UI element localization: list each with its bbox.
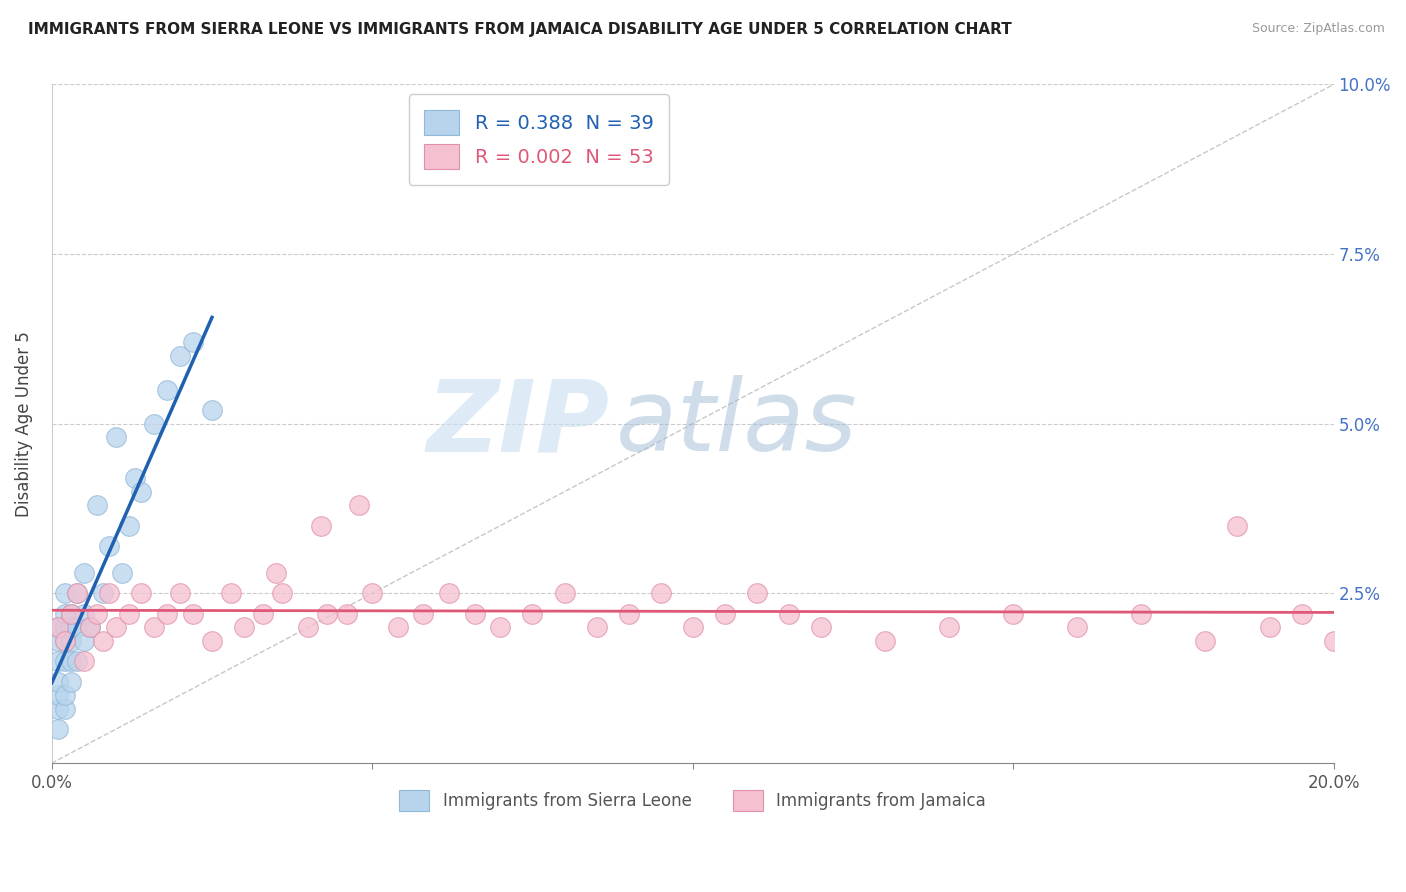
Point: [810, 620, 832, 634]
Text: ZIP: ZIP: [426, 376, 609, 472]
Point: [1066, 620, 1088, 634]
Point: [131, 586, 153, 600]
Point: [156, 383, 179, 397]
Point: [464, 607, 486, 621]
Point: [181, 607, 204, 621]
Point: [585, 620, 607, 634]
Point: [53, 634, 76, 648]
Point: [873, 634, 896, 648]
Point: [73, 607, 96, 621]
Point: [650, 586, 672, 600]
Point: [66, 586, 89, 600]
Point: [169, 586, 191, 600]
Point: [1130, 607, 1153, 621]
Point: [1258, 620, 1281, 634]
Text: atlas: atlas: [616, 376, 858, 472]
Point: [59, 674, 82, 689]
Point: [143, 620, 166, 634]
Point: [938, 620, 960, 634]
Point: [1194, 634, 1216, 648]
Point: [53, 586, 76, 600]
Point: [53, 607, 76, 621]
Point: [156, 607, 179, 621]
Point: [104, 620, 127, 634]
Point: [59, 607, 82, 621]
Point: [489, 620, 512, 634]
Point: [46, 620, 69, 634]
Point: [53, 634, 76, 648]
Y-axis label: Disability Age Under 5: Disability Age Under 5: [15, 331, 32, 516]
Point: [66, 620, 89, 634]
Point: [437, 586, 460, 600]
Point: [46, 654, 69, 668]
Point: [59, 607, 82, 621]
Point: [53, 688, 76, 702]
Point: [1002, 607, 1025, 621]
Point: [201, 634, 224, 648]
Point: [98, 586, 121, 600]
Point: [98, 539, 121, 553]
Point: [53, 620, 76, 634]
Point: [91, 634, 114, 648]
Point: [252, 607, 274, 621]
Point: [66, 654, 89, 668]
Point: [219, 586, 242, 600]
Point: [1291, 607, 1313, 621]
Point: [778, 607, 800, 621]
Point: [73, 634, 96, 648]
Point: [131, 484, 153, 499]
Point: [73, 654, 96, 668]
Point: [59, 620, 82, 634]
Point: [46, 722, 69, 736]
Point: [143, 417, 166, 431]
Point: [46, 674, 69, 689]
Point: [713, 607, 735, 621]
Point: [336, 607, 359, 621]
Point: [349, 498, 371, 512]
Point: [53, 654, 76, 668]
Point: [73, 566, 96, 580]
Point: [316, 607, 339, 621]
Point: [297, 620, 319, 634]
Point: [46, 620, 69, 634]
Point: [361, 586, 384, 600]
Text: IMMIGRANTS FROM SIERRA LEONE VS IMMIGRANTS FROM JAMAICA DISABILITY AGE UNDER 5 C: IMMIGRANTS FROM SIERRA LEONE VS IMMIGRAN…: [28, 22, 1012, 37]
Point: [412, 607, 434, 621]
Point: [745, 586, 768, 600]
Point: [181, 335, 204, 350]
Point: [118, 607, 141, 621]
Point: [387, 620, 409, 634]
Point: [522, 607, 544, 621]
Point: [46, 688, 69, 702]
Point: [91, 586, 114, 600]
Point: [59, 654, 82, 668]
Point: [1323, 634, 1346, 648]
Point: [201, 403, 224, 417]
Point: [104, 430, 127, 444]
Point: [169, 349, 191, 363]
Point: [111, 566, 134, 580]
Point: [1226, 518, 1249, 533]
Text: Source: ZipAtlas.com: Source: ZipAtlas.com: [1251, 22, 1385, 36]
Point: [79, 620, 101, 634]
Point: [53, 702, 76, 716]
Point: [79, 620, 101, 634]
Point: [233, 620, 256, 634]
Point: [553, 586, 575, 600]
Legend: Immigrants from Sierra Leone, Immigrants from Jamaica: Immigrants from Sierra Leone, Immigrants…: [388, 778, 998, 822]
Point: [682, 620, 704, 634]
Point: [46, 702, 69, 716]
Point: [59, 634, 82, 648]
Point: [118, 518, 141, 533]
Point: [271, 586, 294, 600]
Point: [124, 471, 146, 485]
Point: [46, 634, 69, 648]
Point: [309, 518, 332, 533]
Point: [86, 498, 108, 512]
Point: [66, 586, 89, 600]
Point: [264, 566, 287, 580]
Point: [617, 607, 640, 621]
Point: [86, 607, 108, 621]
